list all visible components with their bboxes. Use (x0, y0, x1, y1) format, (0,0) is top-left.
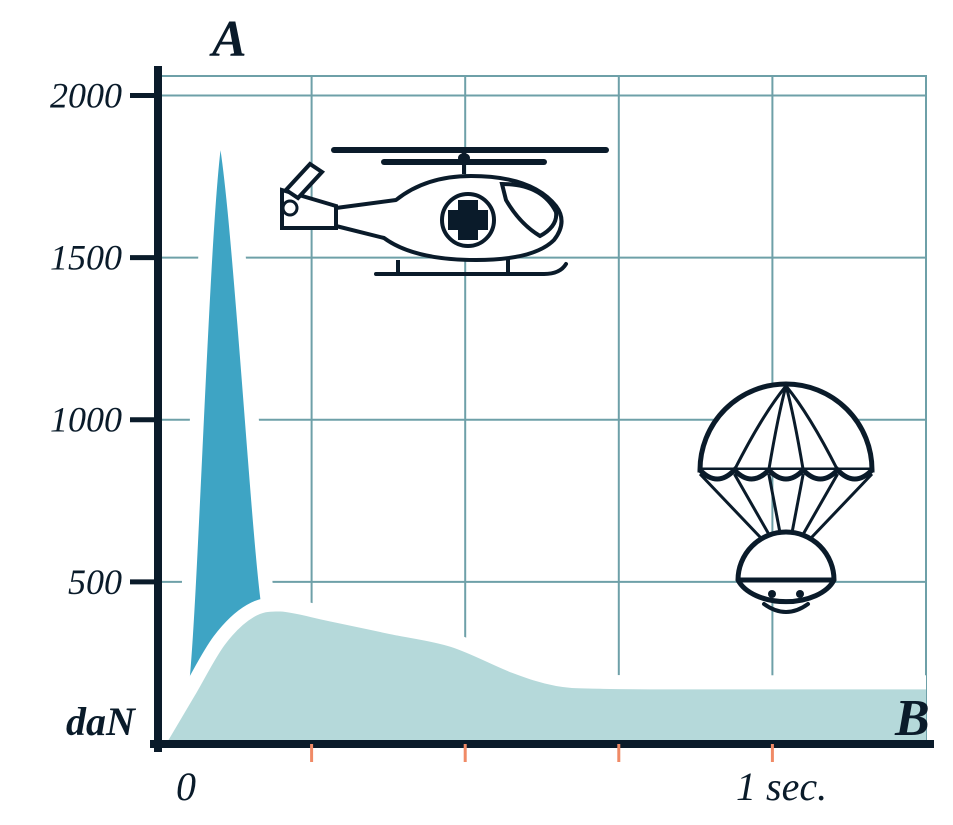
label-unit: daN (66, 699, 137, 744)
label-A: A (209, 11, 247, 68)
label-xsec: 1 sec. (736, 764, 827, 809)
chart-container: 500 1000 1500 2000 A BdaN 0 1 sec. (0, 0, 953, 825)
chart-svg: 500 1000 1500 2000 A BdaN 0 1 sec. (0, 0, 953, 825)
y-tick-label: 2000 (50, 75, 122, 115)
y-tick-label: 1000 (50, 400, 122, 440)
y-tick-label: 1500 (50, 238, 122, 278)
y-tick-label: 500 (68, 562, 122, 602)
label-B: B (894, 690, 930, 747)
label-origin: 0 (176, 764, 196, 809)
